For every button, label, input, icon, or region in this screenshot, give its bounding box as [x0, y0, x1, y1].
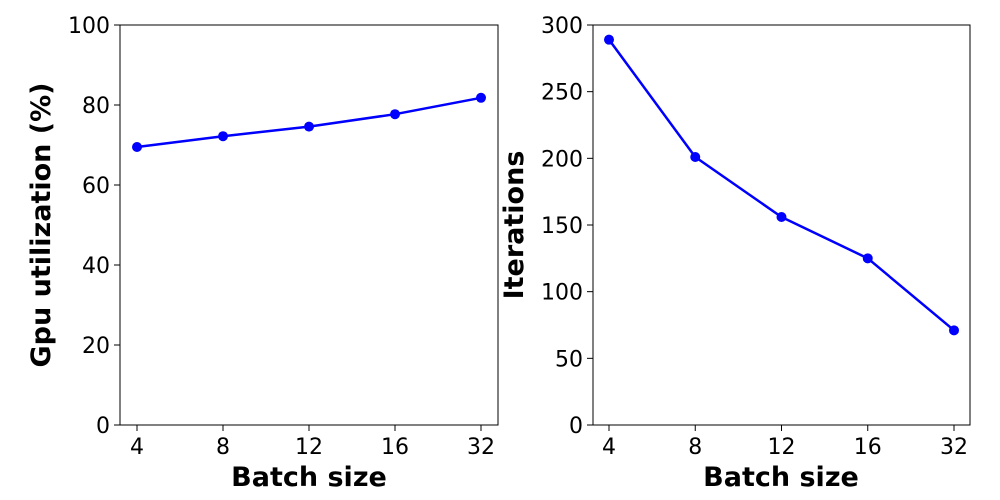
x-tick-label: 16: [381, 435, 409, 460]
data-point: [476, 92, 486, 103]
x-tick-label: 12: [768, 435, 796, 460]
y-axis: 0 20 40 60 80 100: [68, 14, 120, 439]
y-axis-title: Iterations: [499, 151, 530, 300]
series-layer: [132, 92, 486, 152]
x-axis: 4 8 12 16 32: [602, 425, 968, 460]
y-tick-label: 20: [82, 334, 110, 359]
x-axis-title: Batch size: [231, 462, 387, 493]
y-tick-label: 150: [541, 214, 583, 239]
data-point: [390, 109, 400, 120]
y-tick-label: 50: [555, 347, 583, 372]
data-point: [132, 142, 142, 152]
x-tick-label: 4: [130, 435, 144, 460]
x-axis-title: Batch size: [703, 462, 859, 493]
y-tick-label: 0: [96, 414, 110, 439]
y-tick-label: 100: [68, 14, 110, 39]
y-tick-label: 40: [82, 254, 110, 279]
x-tick-label: 8: [688, 435, 702, 460]
y-tick-label: 100: [541, 281, 583, 306]
y-tick-label: 80: [82, 94, 110, 119]
data-point: [604, 34, 614, 45]
x-tick-label: 4: [602, 435, 616, 460]
plot-frame: [119, 24, 499, 426]
data-point: [304, 121, 314, 132]
chart-iterations: 0 50 100 150 200 250 300 4 8 12 16 32 Batch size I…: [499, 14, 971, 493]
x-axis: 4 8 12 16 32: [130, 425, 495, 460]
x-tick-label: 16: [854, 435, 882, 460]
plot-frame: [592, 24, 971, 426]
y-tick-label: 250: [541, 81, 583, 106]
x-tick-label: 12: [295, 435, 323, 460]
x-tick-label: 32: [467, 435, 495, 460]
chart-gpu-utilization: 0 20 40 60 80 100 4 8 12 16 32 Batch size Gpu uti…: [26, 14, 499, 493]
data-point: [218, 131, 228, 142]
data-point: [776, 212, 787, 222]
y-tick-label: 300: [541, 14, 583, 39]
y-axis: 0 50 100 150 200 250 300: [541, 14, 593, 439]
y-tick-label: 60: [82, 174, 110, 199]
data-point: [862, 253, 873, 264]
y-tick-label: 200: [541, 147, 583, 172]
y-tick-label: 0: [569, 414, 583, 439]
x-tick-label: 32: [940, 435, 968, 460]
series-layer: [604, 34, 959, 336]
data-point: [690, 152, 701, 162]
series-line: [607, 38, 955, 332]
y-axis-title: Gpu utilization (%): [26, 82, 57, 367]
x-tick-label: 8: [216, 435, 230, 460]
data-point: [949, 325, 959, 336]
